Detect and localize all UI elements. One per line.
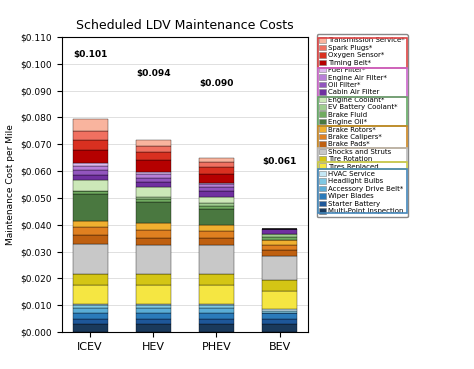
Text: $0.101: $0.101 bbox=[73, 50, 108, 59]
Bar bbox=[199, 167, 234, 174]
Bar bbox=[136, 223, 171, 230]
Bar bbox=[262, 239, 297, 245]
Bar bbox=[199, 285, 234, 304]
Bar bbox=[73, 170, 108, 175]
Bar bbox=[73, 166, 108, 170]
Bar bbox=[73, 324, 108, 332]
Bar bbox=[199, 231, 234, 238]
Bar bbox=[73, 191, 108, 194]
Y-axis label: Maintenance Cost per Mile: Maintenance Cost per Mile bbox=[6, 124, 15, 245]
Bar bbox=[136, 178, 171, 182]
Bar bbox=[262, 234, 297, 237]
Bar bbox=[136, 146, 171, 152]
Bar bbox=[136, 319, 171, 324]
Bar bbox=[199, 245, 234, 275]
Bar bbox=[262, 313, 297, 319]
Text: $0.094: $0.094 bbox=[136, 69, 171, 78]
Bar bbox=[136, 187, 171, 197]
Text: $0.061: $0.061 bbox=[262, 157, 297, 166]
Bar bbox=[262, 280, 297, 290]
Bar bbox=[136, 230, 171, 238]
Bar bbox=[262, 229, 297, 234]
Bar bbox=[199, 158, 234, 162]
Text: $0.090: $0.090 bbox=[199, 79, 234, 89]
Bar bbox=[136, 140, 171, 146]
Bar bbox=[73, 285, 108, 304]
Bar bbox=[73, 131, 108, 140]
Bar bbox=[136, 313, 171, 319]
Bar bbox=[136, 305, 171, 308]
Bar bbox=[73, 244, 108, 275]
Bar bbox=[199, 308, 234, 313]
Bar bbox=[73, 235, 108, 244]
Bar bbox=[73, 305, 108, 308]
Bar bbox=[73, 221, 108, 227]
Bar bbox=[199, 313, 234, 319]
Bar bbox=[73, 304, 108, 305]
Bar bbox=[199, 187, 234, 191]
Bar bbox=[262, 319, 297, 324]
Bar bbox=[199, 206, 234, 208]
Bar bbox=[73, 163, 108, 166]
Legend: Transmission Service*, Spark Plugs*, Oxygen Sensor*, Timing Belt*, Fuel Filter*,: Transmission Service*, Spark Plugs*, Oxy… bbox=[317, 34, 408, 217]
Bar bbox=[262, 290, 297, 309]
Bar bbox=[73, 175, 108, 180]
Bar bbox=[136, 304, 171, 305]
Bar bbox=[199, 238, 234, 245]
Bar bbox=[73, 194, 108, 221]
Bar bbox=[199, 197, 234, 203]
Bar bbox=[199, 319, 234, 324]
Bar bbox=[262, 245, 297, 250]
Bar bbox=[136, 197, 171, 199]
Bar bbox=[136, 308, 171, 313]
Bar bbox=[199, 184, 234, 187]
Bar bbox=[73, 149, 108, 163]
Bar bbox=[136, 238, 171, 245]
Bar bbox=[199, 183, 234, 184]
Bar bbox=[199, 203, 234, 206]
Bar bbox=[136, 172, 171, 174]
Bar bbox=[262, 256, 297, 280]
Bar bbox=[73, 140, 108, 149]
Title: Scheduled LDV Maintenance Costs: Scheduled LDV Maintenance Costs bbox=[76, 18, 294, 32]
Bar bbox=[136, 174, 171, 178]
Bar bbox=[262, 237, 297, 239]
Bar bbox=[199, 275, 234, 285]
Bar bbox=[199, 305, 234, 308]
Bar bbox=[199, 191, 234, 197]
Bar bbox=[136, 199, 171, 202]
Bar bbox=[199, 324, 234, 332]
Bar bbox=[136, 245, 171, 275]
Bar bbox=[73, 275, 108, 285]
Bar bbox=[73, 180, 108, 191]
Bar bbox=[136, 202, 171, 223]
Bar bbox=[199, 208, 234, 225]
Bar bbox=[262, 324, 297, 332]
Bar bbox=[136, 182, 171, 187]
Bar bbox=[73, 119, 108, 131]
Bar bbox=[199, 304, 234, 305]
Bar bbox=[73, 313, 108, 319]
Bar bbox=[136, 152, 171, 161]
Bar bbox=[199, 225, 234, 231]
Bar bbox=[136, 275, 171, 285]
Bar bbox=[136, 161, 171, 172]
Bar bbox=[199, 174, 234, 183]
Bar bbox=[262, 311, 297, 313]
Bar bbox=[199, 162, 234, 167]
Bar bbox=[73, 227, 108, 235]
Bar bbox=[136, 285, 171, 304]
Bar bbox=[262, 309, 297, 311]
Bar bbox=[136, 324, 171, 332]
Bar bbox=[73, 319, 108, 324]
Bar bbox=[73, 308, 108, 313]
Bar bbox=[262, 250, 297, 256]
